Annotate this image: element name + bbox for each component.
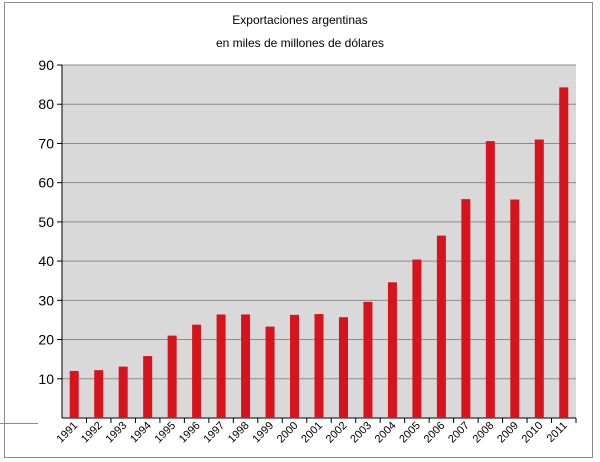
x-tick-label: 2002 — [324, 420, 350, 446]
bar — [143, 356, 153, 418]
bar — [265, 326, 275, 418]
divider-line — [0, 423, 38, 424]
x-tick-label: 2006 — [422, 420, 448, 446]
y-tick-label: 60 — [38, 175, 54, 191]
x-tick-label: 1993 — [104, 420, 130, 446]
bar — [118, 366, 128, 418]
x-tick-label: 2005 — [397, 420, 423, 446]
x-tick-label: 2001 — [299, 420, 325, 446]
chart-subtitle: en miles de millones de dólares — [215, 36, 385, 50]
bar — [167, 335, 177, 418]
bar — [192, 324, 202, 418]
bar — [485, 141, 495, 418]
y-tick-label: 80 — [38, 96, 54, 112]
x-tick-label: 1994 — [128, 420, 154, 446]
bar — [290, 314, 300, 418]
x-tick-label: 1998 — [226, 420, 252, 446]
x-tick-label: 2010 — [520, 420, 546, 446]
chart-title: Exportaciones argentinas — [232, 13, 368, 27]
x-tick-label: 1999 — [250, 420, 276, 446]
x-tick-label: 1992 — [79, 420, 105, 446]
x-tick-label: 2007 — [446, 420, 472, 446]
y-tick-label: 70 — [38, 135, 54, 151]
x-tick-label: 2003 — [348, 420, 374, 446]
y-tick-label: 90 — [38, 57, 54, 73]
x-tick-label: 2004 — [373, 420, 399, 446]
y-tick-label: 30 — [38, 292, 54, 308]
x-tick-label: 1997 — [201, 420, 227, 446]
bar — [387, 282, 397, 418]
x-tick-label: 2000 — [275, 420, 301, 446]
bar — [94, 370, 104, 418]
bar — [314, 314, 324, 418]
y-tick-label: 10 — [38, 371, 54, 387]
y-tick-label: 20 — [38, 332, 54, 348]
x-tick-label: 1996 — [177, 420, 203, 446]
x-tick-label: 2008 — [471, 420, 497, 446]
bar — [338, 317, 348, 418]
bar — [412, 259, 422, 418]
x-tick-label: 2011 — [545, 420, 570, 445]
bar — [510, 199, 520, 418]
bar — [241, 314, 251, 418]
y-tick-label: 50 — [38, 214, 54, 230]
y-tick-label: 40 — [38, 253, 54, 269]
x-tick-label: 1995 — [152, 420, 178, 446]
bar — [436, 235, 446, 418]
bar — [216, 314, 226, 418]
bar — [461, 199, 471, 418]
bar — [69, 370, 79, 418]
bar — [559, 87, 569, 419]
x-tick-label: 1991 — [55, 420, 81, 446]
bar — [363, 301, 373, 418]
x-tick-label: 2009 — [495, 420, 521, 446]
bar — [534, 139, 544, 418]
